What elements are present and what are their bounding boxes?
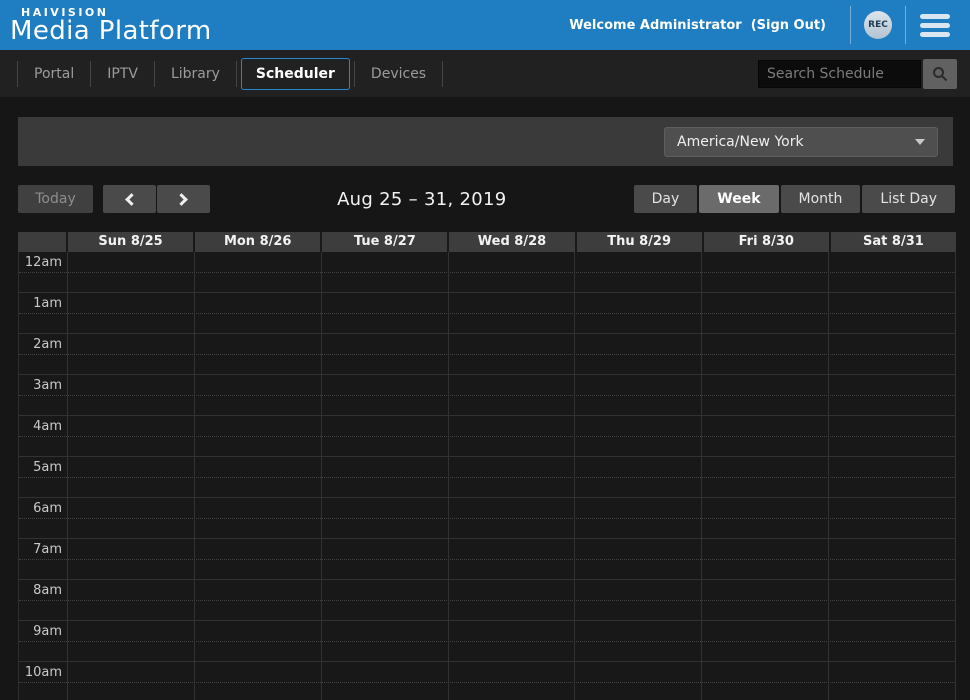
chevron-left-icon xyxy=(125,192,138,206)
sign-out-link[interactable]: (Sign Out) xyxy=(750,17,826,33)
time-label: 5am xyxy=(33,460,62,475)
day-header-fri: Fri 8/30 xyxy=(703,232,829,252)
week-calendar: Sun 8/25 Mon 8/26 Tue 8/27 Wed 8/28 Thu … xyxy=(18,232,956,700)
view-listday-button[interactable]: List Day xyxy=(862,185,955,213)
week-step-buttons xyxy=(103,185,210,213)
nav-item-portal[interactable]: Portal xyxy=(34,65,75,82)
date-range-title: Aug 25 – 31, 2019 xyxy=(337,188,507,210)
user-area: Welcome Administrator (Sign Out) xyxy=(569,18,826,33)
time-label: 1am xyxy=(33,296,62,311)
brand-haivision: HAIVISION xyxy=(21,5,109,19)
time-label: 3am xyxy=(33,378,62,393)
day-column-wed[interactable] xyxy=(447,252,575,700)
day-columns xyxy=(67,252,955,700)
view-switcher: Day Week Month List Day xyxy=(633,185,955,213)
chevron-down-icon xyxy=(915,138,925,145)
timezone-select[interactable]: America/New York xyxy=(664,126,938,157)
day-column-mon[interactable] xyxy=(193,252,321,700)
hamburger-menu-icon[interactable] xyxy=(920,13,950,37)
hour-row: 12am xyxy=(19,252,955,293)
view-day-button[interactable]: Day xyxy=(633,185,698,213)
search-button[interactable] xyxy=(923,58,957,89)
timezone-panel: America/New York xyxy=(18,117,953,166)
brand-logo: HAIVISION Media Platform xyxy=(0,5,212,46)
calendar-day-header-row: Sun 8/25 Mon 8/26 Tue 8/27 Wed 8/28 Thu … xyxy=(18,232,956,252)
time-label: 8am xyxy=(33,583,62,598)
timezone-selected-value: America/New York xyxy=(677,133,804,150)
time-label: 7am xyxy=(33,542,62,557)
view-week-button[interactable]: Week xyxy=(699,185,779,213)
day-header-thu: Thu 8/29 xyxy=(576,232,702,252)
hour-row: 6am xyxy=(19,498,955,539)
day-column-tue[interactable] xyxy=(320,252,448,700)
nav-item-library[interactable]: Library xyxy=(170,65,220,82)
prev-week-button[interactable] xyxy=(103,185,156,213)
day-header-sat: Sat 8/31 xyxy=(830,232,956,252)
day-column-thu[interactable] xyxy=(574,252,701,700)
day-column-sat[interactable] xyxy=(828,252,955,700)
time-label: 6am xyxy=(33,501,62,516)
hour-row: 8am xyxy=(19,580,955,621)
hour-row: 4am xyxy=(19,416,955,457)
main-nav: Portal IPTV Library Scheduler Devices xyxy=(0,50,970,97)
search-icon xyxy=(932,66,948,82)
calendar-body: 12am 1am 2am 3am 4am 5am 6am 7am 8am 9am… xyxy=(18,252,956,700)
hour-row: 2am xyxy=(19,334,955,375)
rec-badge[interactable]: REC xyxy=(864,11,892,39)
hour-row: 9am xyxy=(19,621,955,662)
next-week-button[interactable] xyxy=(157,185,210,213)
welcome-text: Welcome Administrator xyxy=(569,17,742,33)
time-label: 9am xyxy=(33,624,62,639)
header-right: Welcome Administrator (Sign Out) REC xyxy=(569,0,970,50)
calendar-toolbar: Today Aug 25 – 31, 2019 Day Week Month L… xyxy=(18,185,955,213)
brand-media-platform: Media Platform xyxy=(10,16,212,47)
time-label: 12am xyxy=(24,255,62,270)
today-button[interactable]: Today xyxy=(18,185,93,213)
chevron-right-icon xyxy=(175,192,188,206)
day-header-mon: Mon 8/26 xyxy=(195,232,321,252)
time-label: 4am xyxy=(33,419,62,434)
day-column-fri[interactable] xyxy=(701,252,828,700)
app-header: HAIVISION Media Platform Welcome Adminis… xyxy=(0,0,970,50)
hour-row: 3am xyxy=(19,375,955,416)
day-column-sun[interactable] xyxy=(67,252,194,700)
rec-badge-label: REC xyxy=(868,20,888,30)
time-label: 2am xyxy=(33,337,62,352)
time-label: 10am xyxy=(24,665,62,680)
search-group xyxy=(758,58,957,89)
header-divider xyxy=(905,6,906,44)
nav-item-devices[interactable]: Devices xyxy=(370,65,427,82)
hour-row: 5am xyxy=(19,457,955,498)
view-month-button[interactable]: Month xyxy=(780,185,861,213)
hour-row: 10am xyxy=(19,662,955,700)
hour-row: 1am xyxy=(19,293,955,334)
day-header-sun: Sun 8/25 xyxy=(68,232,194,252)
hour-row: 7am xyxy=(19,539,955,580)
day-header-tue: Tue 8/27 xyxy=(322,232,448,252)
nav-item-scheduler[interactable]: Scheduler xyxy=(240,57,350,90)
calendar-corner-cell xyxy=(18,232,66,252)
search-input[interactable] xyxy=(758,59,921,88)
header-divider xyxy=(850,6,851,44)
nav-item-iptv[interactable]: IPTV xyxy=(107,65,138,82)
day-header-wed: Wed 8/28 xyxy=(449,232,575,252)
